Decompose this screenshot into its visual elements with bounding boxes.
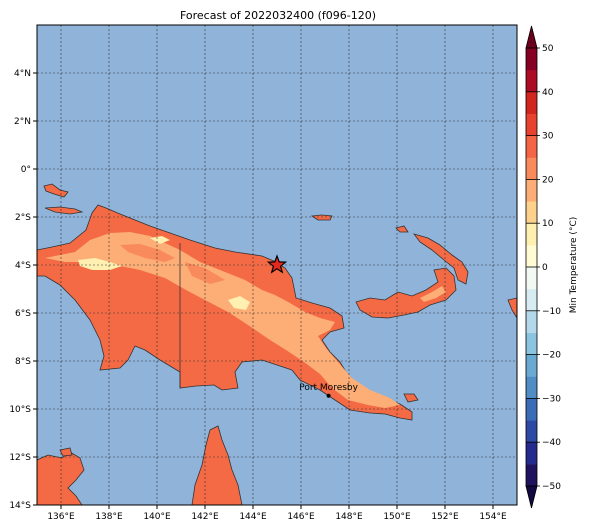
colorbar-segment: [526, 332, 537, 355]
new-ireland: [412, 233, 469, 285]
lat-tick-label: 6°S: [15, 309, 31, 319]
cape-york: [191, 425, 243, 505]
island-west-2: [44, 206, 84, 215]
colorbar-tick-label: −50: [542, 482, 561, 492]
colorbar-segment: [526, 354, 537, 377]
city-marker: [326, 393, 331, 398]
colorbar-segment: [526, 113, 537, 136]
colorbar-segment: [526, 245, 537, 268]
temp-band-5-10: [78, 258, 122, 270]
lon-tick-label: 140°E: [143, 512, 171, 522]
lat-tick-label: 0°: [21, 165, 31, 175]
new-britain-band: [420, 286, 446, 302]
colorbar-segment: [526, 442, 537, 465]
arnhem-land: [37, 451, 85, 505]
colorbar-tick-label: 10: [542, 219, 554, 229]
latitude-ticks: 4°N 2°N 0° 2°S 4°S 6°S 8°S 10°S 12°S 14°S: [9, 69, 37, 511]
colorbar-segment: [526, 310, 537, 333]
colorbar-label: Min Temperature (°C): [569, 217, 579, 314]
lat-tick-label: 10°S: [9, 405, 31, 415]
temp-band-20-25: [120, 244, 175, 262]
lon-tick-label: 148°E: [335, 512, 363, 522]
colorbar-segment: [526, 69, 537, 93]
lon-tick-label: 154°E: [479, 512, 507, 522]
colorbar-tick-label: 20: [542, 175, 554, 185]
colorbar-segment: [526, 267, 537, 290]
lon-tick-label: 144°E: [239, 512, 267, 522]
colorbar-tick-label: −40: [542, 438, 561, 448]
island-sw-small: [59, 447, 73, 457]
colorbar-segment: [526, 376, 537, 399]
colorbar-tick-label: −10: [542, 307, 561, 317]
colorbar-tick-label: 30: [542, 132, 554, 142]
colorbar-segment: [526, 91, 537, 114]
map-panel: 136°E 138°E 140°E 142°E 144°E 146°E 148°E 150°E…: [9, 24, 518, 522]
temp-band-15-20: [45, 232, 400, 408]
colorbar-tick-label: 0: [542, 263, 548, 273]
colorbar-segment: [526, 157, 537, 180]
colorbar-segment: [526, 464, 537, 487]
lon-tick-label: 152°E: [431, 512, 459, 522]
temp-band-5-10: [150, 236, 170, 244]
colorbar-tick-label: −30: [542, 394, 561, 404]
longitude-ticks: 136°E 138°E 140°E 142°E 144°E 146°E 148°E 150°E…: [47, 505, 507, 522]
map-gridlines: [37, 25, 517, 506]
colorbar: [525, 25, 538, 509]
colorbar-segment: [526, 288, 537, 312]
colorbar-extend-bottom: [525, 485, 538, 509]
colorbar-tick-label: 40: [542, 88, 554, 98]
colorbar-ticks: −50 −40 −30 −20 −10 0 10 20 30 40 50: [526, 44, 561, 492]
colorbar-segment: [526, 48, 537, 71]
new-britain: [355, 267, 457, 319]
colorbar-segment: [526, 201, 537, 224]
colorbar-segment: [526, 398, 537, 421]
lat-tick-label: 4°S: [15, 261, 31, 271]
island-se-1: [403, 393, 419, 403]
figure-title: Forecast of 2022032400 (f096-120): [180, 9, 376, 22]
lat-tick-label: 2°S: [15, 213, 31, 223]
lat-tick-label: 2°N: [14, 117, 31, 127]
colorbar-segment: [526, 179, 537, 202]
colorbar-extend-top: [525, 25, 538, 49]
island-ne-small: [395, 225, 409, 233]
lon-tick-label: 138°E: [95, 512, 123, 522]
colorbar-tick-label: −20: [542, 351, 561, 361]
colorbar-segment: [526, 223, 537, 246]
colorbar-segment: [526, 420, 537, 443]
lon-tick-label: 146°E: [287, 512, 315, 522]
lon-tick-label: 136°E: [47, 512, 75, 522]
temp-band-5-10: [228, 296, 250, 310]
lon-tick-label: 142°E: [191, 512, 219, 522]
star-marker-shape: [266, 254, 288, 274]
colorbar-tick-label: 50: [542, 44, 554, 54]
lat-tick-label: 8°S: [15, 357, 31, 367]
island-north: [310, 214, 333, 221]
lat-tick-label: 4°N: [14, 69, 31, 79]
lon-tick-label: 150°E: [383, 512, 411, 522]
island-west-1: [43, 183, 69, 198]
colorbar-segment: [526, 135, 537, 158]
lat-tick-label: 12°S: [9, 453, 31, 463]
star-marker: [266, 254, 288, 274]
lat-tick-label: 14°S: [9, 501, 31, 511]
city-label: Port Moresby: [299, 383, 358, 393]
